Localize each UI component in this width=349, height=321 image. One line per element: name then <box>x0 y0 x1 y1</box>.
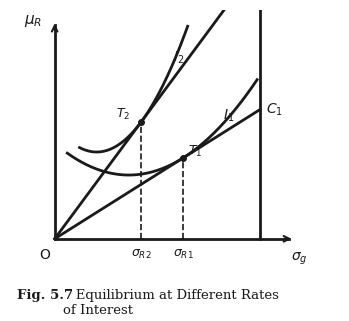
Text: O: O <box>39 248 50 262</box>
Text: $\sigma_{R1}$: $\sigma_{R1}$ <box>173 248 193 261</box>
Text: $I_1$: $I_1$ <box>223 108 234 125</box>
Text: $T_2$: $T_2$ <box>117 107 131 122</box>
Text: $C_1$: $C_1$ <box>266 101 283 118</box>
Text: $I_2$: $I_2$ <box>173 50 185 66</box>
Text: Fig. 5.7: Fig. 5.7 <box>17 289 74 302</box>
Text: $\sigma_g$: $\sigma_g$ <box>291 251 307 267</box>
Text: $\sigma_{R2}$: $\sigma_{R2}$ <box>131 248 151 261</box>
Text: $T_1$: $T_1$ <box>188 143 202 159</box>
Text: Equilibrium at Different Rates
of Interest: Equilibrium at Different Rates of Intere… <box>63 289 279 317</box>
Text: $\mu_R$: $\mu_R$ <box>24 13 42 29</box>
